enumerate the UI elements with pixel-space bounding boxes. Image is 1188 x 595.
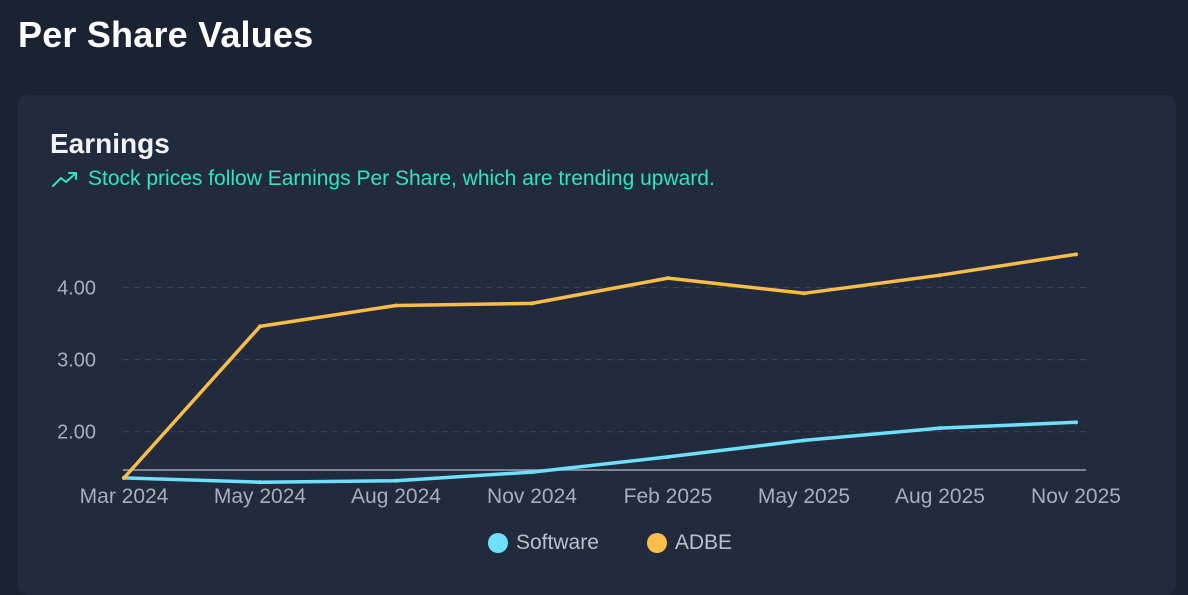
legend-item-adbe[interactable]: ADBE <box>646 531 733 555</box>
x-tick-label: May 2025 <box>758 485 850 508</box>
data-point-software[interactable] <box>530 470 534 475</box>
data-point-adbe[interactable] <box>530 301 534 306</box>
data-point-adbe[interactable] <box>802 291 806 296</box>
legend-label-software: Software <box>516 531 599 554</box>
data-point-software[interactable] <box>666 454 670 459</box>
x-tick-label: May 2024 <box>214 485 307 508</box>
data-point-adbe[interactable] <box>122 475 126 480</box>
x-tick-label: Mar 2024 <box>80 485 169 508</box>
legend-label-adbe: ADBE <box>674 531 733 554</box>
data-point-software[interactable] <box>394 478 398 483</box>
y-tick-label: 3.00 <box>57 350 96 372</box>
series-line-adbe[interactable] <box>122 252 1078 480</box>
data-point-adbe[interactable] <box>1074 252 1078 257</box>
data-point-adbe[interactable] <box>258 324 262 329</box>
y-tick-label: 2.00 <box>57 422 96 444</box>
trend-subtitle: Stock prices follow Earnings Per Share, … <box>52 167 715 191</box>
data-point-software[interactable] <box>1074 420 1078 425</box>
earnings-line-chart: 2.00 3.00 4.00 Mar 2024 May 2024 Aug 2024 Nov … <box>57 252 1121 508</box>
legend-dot-adbe <box>646 533 667 553</box>
legend-item-software[interactable]: Software <box>488 531 599 555</box>
series-line-software[interactable] <box>122 420 1078 484</box>
x-tick-label: Feb 2025 <box>624 485 713 508</box>
data-point-adbe[interactable] <box>666 276 670 281</box>
trending-up-icon <box>52 172 77 187</box>
x-tick-label: Nov 2025 <box>1031 485 1121 508</box>
data-point-software[interactable] <box>258 480 262 485</box>
x-tick-label: Aug 2024 <box>351 485 441 508</box>
earnings-card: Earnings Stock prices follow Earnings Pe… <box>18 95 1176 595</box>
data-point-adbe[interactable] <box>938 273 942 278</box>
data-point-software[interactable] <box>938 426 942 431</box>
y-tick-label: 4.00 <box>57 278 96 300</box>
subtitle-text: Stock prices follow Earnings Per Share, … <box>88 167 715 190</box>
chart-legend: Software ADBE <box>488 531 780 555</box>
x-tick-label: Nov 2024 <box>487 485 577 508</box>
card-title: Earnings <box>50 128 170 159</box>
x-tick-label: Aug 2025 <box>895 485 985 508</box>
page-title: Per Share Values <box>18 14 314 55</box>
legend-dot-software <box>488 533 508 553</box>
data-point-adbe[interactable] <box>394 303 398 308</box>
data-point-software[interactable] <box>802 438 806 443</box>
